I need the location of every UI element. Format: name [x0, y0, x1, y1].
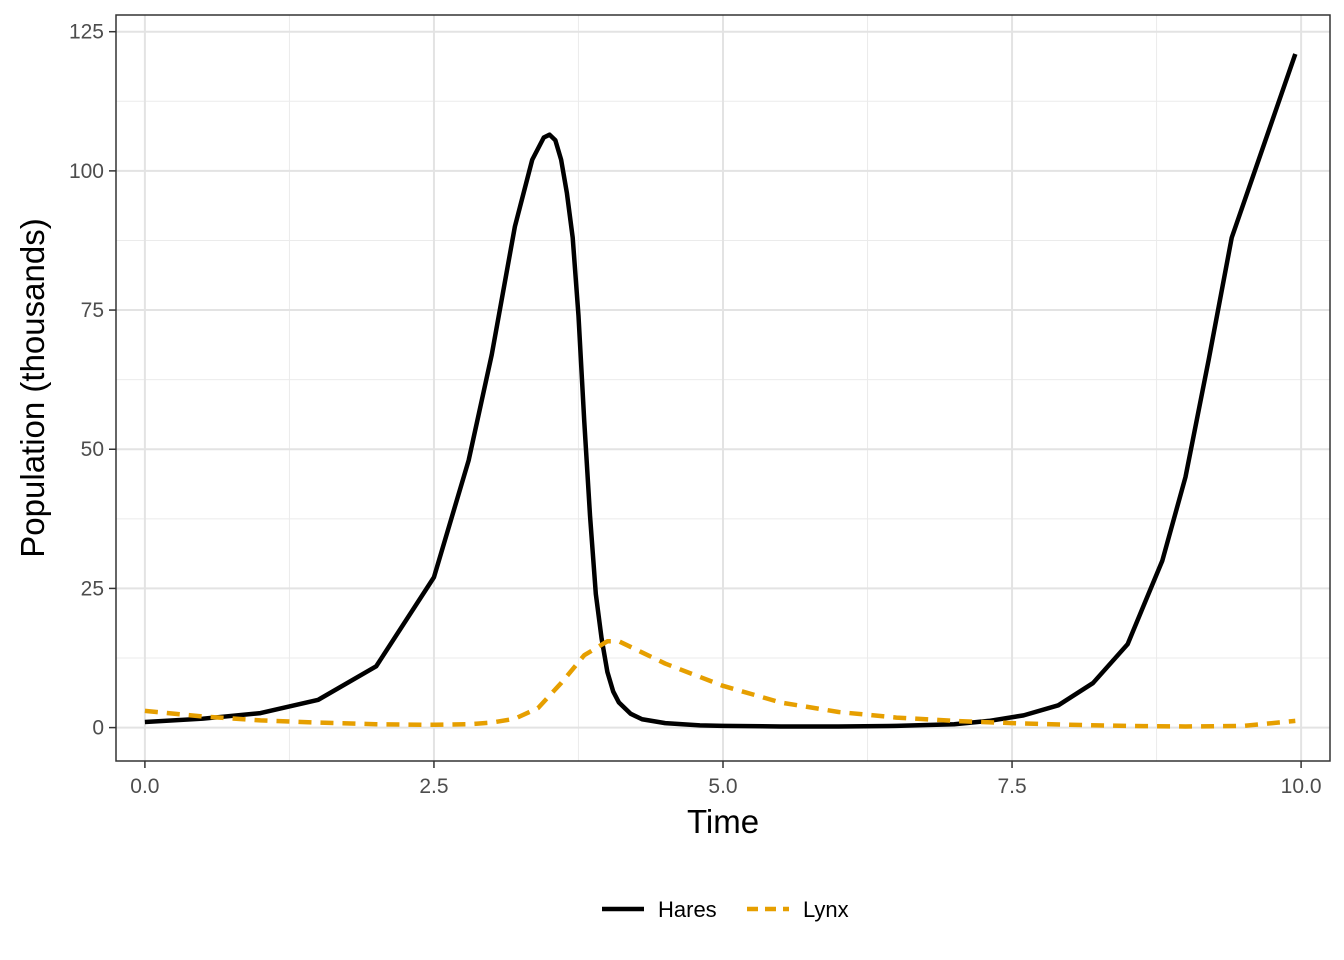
y-tick-label: 25: [81, 577, 104, 600]
axis-ticks: [109, 30, 1302, 768]
grid-major: [116, 15, 1330, 761]
series-line-hares: [144, 53, 1298, 729]
x-tick-label: 0.0: [130, 775, 159, 798]
y-tick-label: 50: [81, 438, 104, 461]
legend-label-lynx: Lynx: [803, 897, 849, 922]
x-tick-label: 2.5: [419, 775, 448, 798]
y-tick-label: 75: [81, 299, 104, 322]
y-axis-title: Population (thousands): [14, 218, 51, 557]
series-layer: [144, 53, 1298, 729]
x-tick-label: 7.5: [997, 775, 1026, 798]
tick-labels: 0.0 2.5 5.0 7.5 10.0 0 25 50 75 100 125: [69, 21, 1322, 798]
y-tick-label: 125: [69, 21, 104, 44]
series-line-lynx: [144, 639, 1296, 729]
legend-item-hares: Hares: [602, 897, 717, 922]
y-tick-label: 100: [69, 160, 104, 183]
x-tick-label: 10.0: [1281, 775, 1322, 798]
legend-item-lynx: Lynx: [747, 897, 849, 922]
y-tick-label: 0: [92, 717, 104, 740]
legend: Hares Lynx: [602, 897, 849, 922]
x-axis-title: Time: [687, 803, 759, 840]
x-tick-label: 5.0: [708, 775, 737, 798]
legend-label-hares: Hares: [658, 897, 717, 922]
